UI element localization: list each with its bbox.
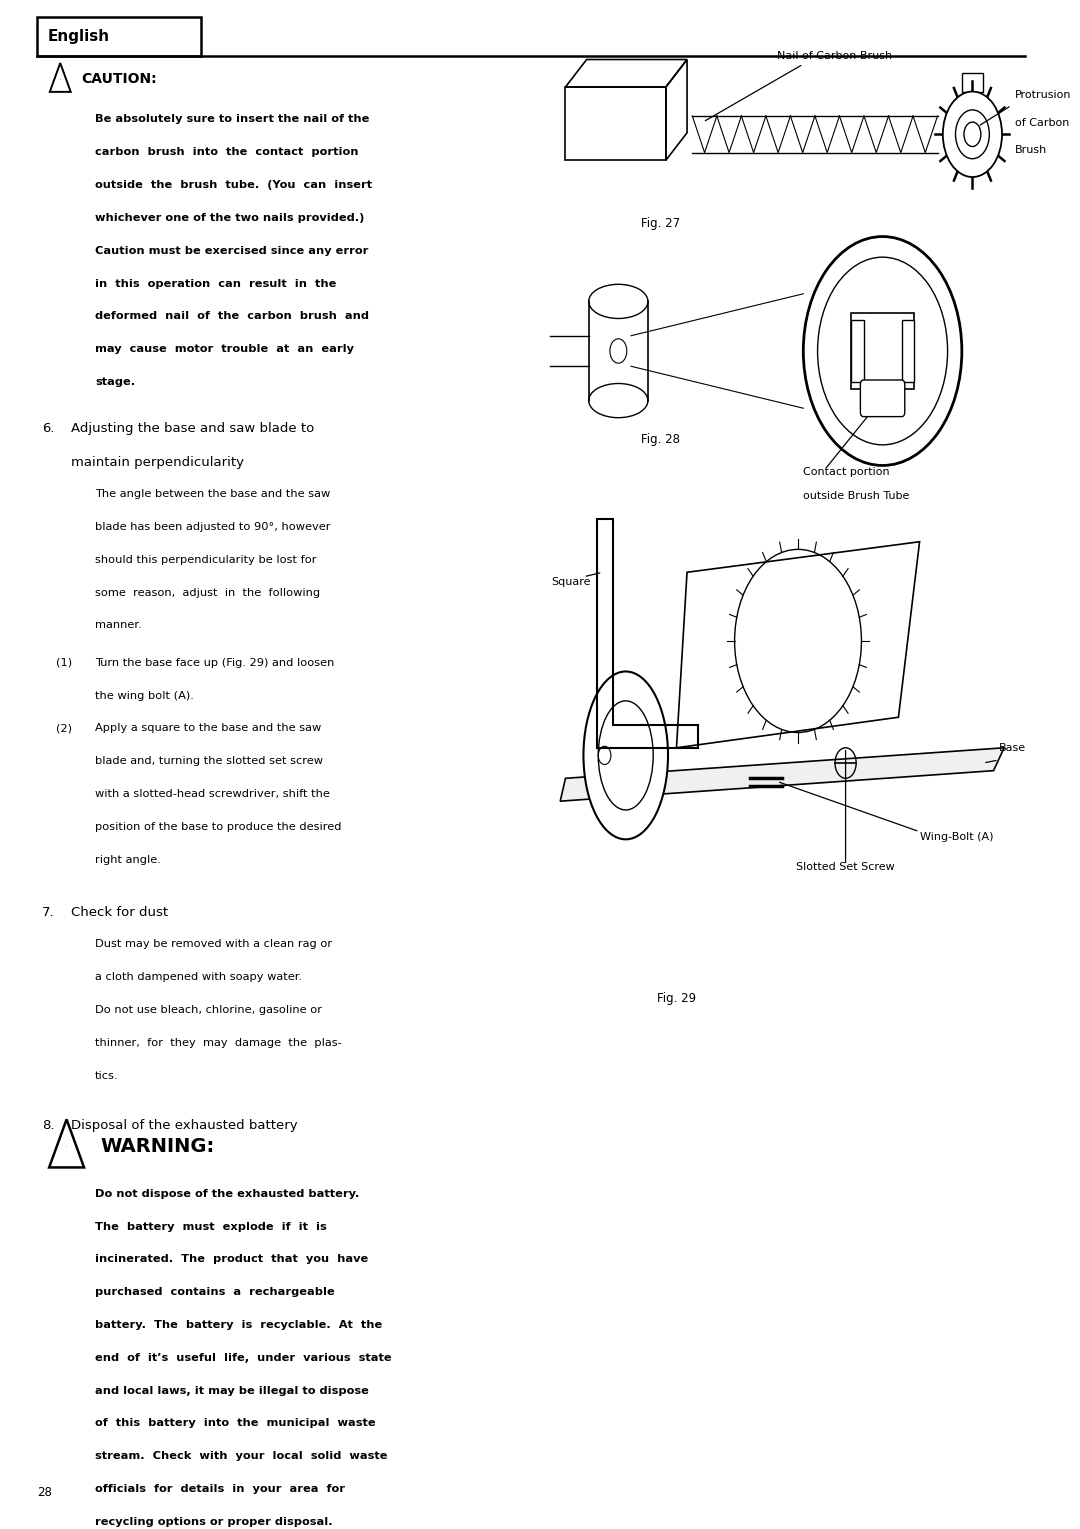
Text: end  of  it’s  useful  life,  under  various  state: end of it’s useful life, under various s… [95,1353,392,1362]
Text: carbon  brush  into  the  contact  portion: carbon brush into the contact portion [95,147,359,157]
Text: Do not dispose of the exhausted battery.: Do not dispose of the exhausted battery. [95,1190,360,1199]
Text: of  this  battery  into  the  municipal  waste: of this battery into the municipal waste [95,1419,376,1428]
Text: English: English [48,29,110,44]
Text: and local laws, it may be illegal to dispose: and local laws, it may be illegal to dis… [95,1385,369,1396]
FancyBboxPatch shape [37,17,201,57]
Text: Dust may be removed with a clean rag or: Dust may be removed with a clean rag or [95,939,333,950]
Text: Nail of Carbon Brush: Nail of Carbon Brush [778,50,892,61]
Text: right angle.: right angle. [95,855,161,864]
Text: Fig. 28: Fig. 28 [642,433,680,446]
Text: The  battery  must  explode  if  it  is: The battery must explode if it is [95,1222,327,1232]
Text: thinner,  for  they  may  damage  the  plas-: thinner, for they may damage the plas- [95,1038,342,1047]
Text: outside Brush Tube: outside Brush Tube [804,491,909,502]
Text: deformed  nail  of  the  carbon  brush  and: deformed nail of the carbon brush and [95,312,369,321]
Text: incinerated.  The  product  that  you  have: incinerated. The product that you have [95,1254,368,1264]
Text: some  reason,  adjust  in  the  following: some reason, adjust in the following [95,587,321,598]
Text: blade has been adjusted to 90°, however: blade has been adjusted to 90°, however [95,521,330,532]
Text: Protrusion: Protrusion [1015,90,1071,99]
FancyBboxPatch shape [851,313,915,390]
Text: the wing bolt (A).: the wing bolt (A). [95,691,194,700]
Text: Wing-Bolt (A): Wing-Bolt (A) [919,832,994,841]
Text: purchased  contains  a  rechargeable: purchased contains a rechargeable [95,1287,335,1297]
Text: Adjusting the base and saw blade to: Adjusting the base and saw blade to [71,422,314,434]
Text: 6.: 6. [42,422,55,434]
Text: manner.: manner. [95,621,141,630]
Text: Slotted Set Screw: Slotted Set Screw [796,862,895,872]
Text: Caution must be exercised since any error: Caution must be exercised since any erro… [95,246,368,255]
Text: a cloth dampened with soapy water.: a cloth dampened with soapy water. [95,972,302,982]
Circle shape [804,237,962,465]
Text: Check for dust: Check for dust [71,905,168,919]
FancyBboxPatch shape [851,321,864,382]
Text: Fig. 27: Fig. 27 [642,217,680,229]
Text: of Carbon: of Carbon [1015,118,1069,127]
Text: Be absolutely sure to insert the nail of the: Be absolutely sure to insert the nail of… [95,115,369,124]
Text: Turn the base face up (Fig. 29) and loosen: Turn the base face up (Fig. 29) and loos… [95,657,335,668]
Text: (2): (2) [56,723,72,734]
Text: whichever one of the two nails provided.): whichever one of the two nails provided.… [95,213,365,223]
Text: WARNING:: WARNING: [100,1136,215,1156]
Text: battery.  The  battery  is  recyclable.  At  the: battery. The battery is recyclable. At t… [95,1320,382,1330]
Ellipse shape [589,284,648,318]
Text: Square: Square [552,576,591,587]
Text: blade and, turning the slotted set screw: blade and, turning the slotted set screw [95,757,323,766]
Text: Contact portion: Contact portion [804,466,890,477]
Text: tics.: tics. [95,1070,119,1081]
Text: Apply a square to the base and the saw: Apply a square to the base and the saw [95,723,322,734]
Text: stage.: stage. [95,378,135,387]
Text: position of the base to produce the desired: position of the base to produce the desi… [95,821,341,832]
Text: should this perpendicularity be lost for: should this perpendicularity be lost for [95,555,316,564]
Text: Disposal of the exhausted battery: Disposal of the exhausted battery [71,1119,297,1131]
Text: Base: Base [999,743,1026,752]
Text: in  this  operation  can  result  in  the: in this operation can result in the [95,278,337,289]
Text: Do not use bleach, chlorine, gasoline or: Do not use bleach, chlorine, gasoline or [95,1005,322,1015]
Text: recycling options or proper disposal.: recycling options or proper disposal. [95,1517,333,1527]
Text: 7.: 7. [42,905,55,919]
Text: outside  the  brush  tube.  (You  can  insert: outside the brush tube. (You can insert [95,180,373,190]
Text: may  cause  motor  trouble  at  an  early: may cause motor trouble at an early [95,344,354,355]
FancyBboxPatch shape [902,321,915,382]
Circle shape [943,92,1002,177]
Polygon shape [561,748,1004,801]
Text: officials  for  details  in  your  area  for: officials for details in your area for [95,1485,346,1494]
Text: stream.  Check  with  your  local  solid  waste: stream. Check with your local solid wast… [95,1451,388,1462]
Text: with a slotted-head screwdriver, shift the: with a slotted-head screwdriver, shift t… [95,789,330,800]
Text: 8.: 8. [42,1119,55,1131]
Text: maintain perpendicularity: maintain perpendicularity [71,456,244,468]
Text: The angle between the base and the saw: The angle between the base and the saw [95,489,330,498]
Text: Fig. 29: Fig. 29 [657,992,696,1005]
Ellipse shape [589,384,648,417]
Text: Brush: Brush [1015,145,1047,154]
Text: (1): (1) [56,657,72,668]
Text: CAUTION:: CAUTION: [81,72,157,86]
Ellipse shape [583,671,669,839]
Text: 28: 28 [37,1486,52,1498]
FancyBboxPatch shape [861,381,905,416]
